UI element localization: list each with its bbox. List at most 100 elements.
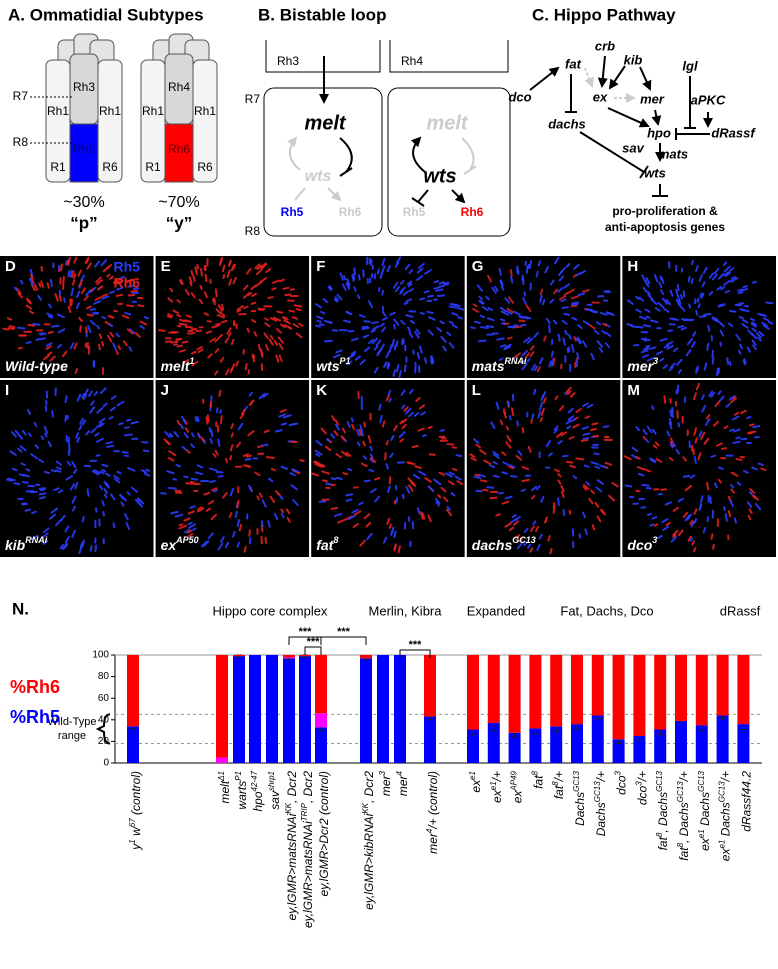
photoreceptor-signal (434, 497, 441, 505)
cell-label: Rh1 (47, 104, 69, 118)
photoreceptor-signal (568, 436, 575, 440)
photoreceptor-signal (654, 307, 661, 312)
photoreceptor-signal (478, 473, 486, 478)
photoreceptor-signal (518, 315, 524, 319)
photoreceptor-signal (280, 508, 285, 514)
photoreceptor-signal (700, 431, 706, 440)
photoreceptor-signal (552, 319, 558, 325)
photoreceptor-signal (751, 339, 757, 346)
photoreceptor-signal (118, 422, 124, 426)
photoreceptor-signal (418, 470, 427, 476)
panel-a: A. Ommatidial Subtypes Rh1 Rh3 Rh1 Rh5 R… (8, 5, 218, 232)
photoreceptor-signal (416, 275, 424, 281)
photoreceptor-signal (436, 294, 446, 297)
photoreceptor-signal (391, 338, 395, 348)
photoreceptor-signal (44, 404, 48, 412)
range-brace (95, 713, 111, 745)
photoreceptor-signal (126, 304, 135, 308)
photoreceptor-signal (473, 475, 482, 480)
photoreceptor-signal (536, 366, 541, 372)
photoreceptor-signal (362, 455, 368, 460)
photoreceptor-signal (529, 547, 534, 553)
photoreceptor-signal (623, 455, 632, 461)
bar-segment (612, 655, 625, 740)
text-part: Δ1 (217, 771, 226, 782)
photoreceptor-signal (677, 295, 681, 302)
photoreceptor-signal (291, 468, 299, 473)
photoreceptor-signal (416, 352, 420, 360)
photoreceptor-signal (523, 336, 531, 343)
photoreceptor-signal (703, 313, 712, 316)
photoreceptor-signal (54, 469, 62, 473)
photoreceptor-signal (380, 343, 385, 351)
cell-label: Rh3 (73, 80, 95, 94)
photoreceptor-signal (259, 277, 267, 284)
photoreceptor-signal (359, 359, 366, 366)
photoreceptor-signal (421, 512, 426, 520)
photoreceptor-signal (268, 477, 274, 483)
photoreceptor-signal (89, 406, 96, 414)
photoreceptor-signal (314, 463, 324, 468)
photoreceptor-signal (230, 423, 234, 430)
photoreceptor-signal (179, 349, 186, 353)
photoreceptor-signal (282, 286, 290, 290)
text-part: /+ (719, 771, 733, 782)
photoreceptor-signal (373, 345, 379, 351)
text-part: AP49 (509, 770, 518, 791)
photoreceptor-signal (216, 314, 226, 319)
photoreceptor-signal (695, 309, 699, 316)
x-tick-label: exe1 (468, 771, 484, 793)
photoreceptor-signal (531, 485, 538, 492)
photoreceptor-signal (100, 387, 107, 394)
photoreceptor-signal (686, 337, 694, 346)
photoreceptor-signal (78, 425, 83, 431)
text-part: fat (677, 847, 691, 861)
photoreceptor-signal (108, 323, 114, 328)
photoreceptor-signal (492, 450, 500, 457)
text-part: e1 (488, 781, 497, 790)
photoreceptor-signal (127, 467, 136, 472)
photoreceptor-signal (549, 298, 555, 304)
x-tick-label: fat8, DachsGC13/+ (676, 771, 692, 861)
photoreceptor-signal (506, 307, 515, 314)
photoreceptor-signal (583, 464, 590, 468)
ommatidium-p: Rh1 Rh3 Rh1 Rh5 R1 R6 ~30% “p” (45, 33, 123, 232)
photoreceptor-signal (258, 392, 266, 400)
photoreceptor-signal (552, 505, 556, 514)
photoreceptor-signal (504, 495, 513, 500)
gene: sav (622, 140, 644, 155)
photoreceptor-signal (400, 319, 406, 326)
photoreceptor-signal (649, 523, 655, 527)
photoreceptor-signal (123, 340, 128, 347)
photoreceptor-signal (115, 279, 124, 285)
photoreceptor-signal (13, 482, 21, 486)
photoreceptor-signal (661, 297, 669, 305)
photoreceptor-signal (230, 338, 235, 345)
photoreceptor-signal (511, 407, 515, 417)
panel-letter: F (316, 258, 325, 275)
photoreceptor-signal (557, 473, 562, 478)
photoreceptor-signal (197, 506, 203, 510)
photoreceptor-signal (640, 349, 649, 354)
photoreceptor-signal (582, 402, 589, 408)
photoreceptor-signal (115, 332, 120, 338)
photoreceptor-signal (191, 350, 197, 355)
photoreceptor-signal (560, 298, 567, 303)
photoreceptor-signal (237, 422, 244, 431)
x-tick-label: savshrp1 (267, 771, 283, 810)
photoreceptor-signal (729, 428, 735, 432)
photoreceptor-signal (702, 527, 707, 534)
photoreceptor-signal (416, 267, 424, 274)
photoreceptor-signal (521, 363, 528, 371)
bar-segment (249, 655, 261, 763)
photoreceptor-signal (517, 450, 523, 456)
photoreceptor-signal (611, 482, 619, 488)
photoreceptor-signal (208, 426, 212, 433)
photoreceptor-signal (219, 256, 224, 265)
photoreceptor-signal (285, 508, 291, 515)
photoreceptor-signal (699, 495, 704, 504)
photoreceptor-signal (67, 256, 71, 266)
photoreceptor-signal (178, 523, 184, 527)
photoreceptor-signal (99, 484, 104, 491)
